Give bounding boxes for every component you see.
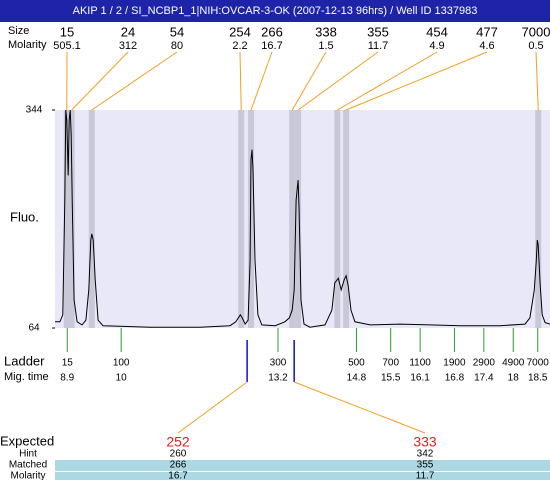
expected-label: Expected <box>0 433 54 448</box>
peak-molarity: 0.5 <box>528 40 543 52</box>
ladder-time: 16.1 <box>410 373 430 384</box>
exp-molarity-label: Molarity <box>10 471 45 480</box>
window-title: AKIP 1 / 2 / SI_NCBP1_1|NIH:OVCAR-3-OK (… <box>73 5 478 17</box>
matched-row-bg <box>55 460 550 471</box>
peak-molarity: 2.2 <box>232 40 247 52</box>
ladder-time: 16.8 <box>445 373 465 384</box>
matched-value: 355 <box>417 460 434 471</box>
ladder-size: 100 <box>113 358 130 369</box>
ladder-size: 15 <box>62 358 74 369</box>
peak-band <box>248 110 255 328</box>
molarity-row-bg <box>55 472 550 480</box>
peak-size: 24 <box>121 24 135 39</box>
peak-molarity: 16.7 <box>261 40 282 52</box>
expected-leader <box>293 381 426 434</box>
peak-leader <box>71 51 129 111</box>
ladder-size: 7000 <box>527 358 550 369</box>
peak-size: 54 <box>170 24 184 39</box>
peak-size: 477 <box>476 24 498 39</box>
peak-band <box>535 110 542 328</box>
hint-value: 260 <box>170 449 187 460</box>
ladder-size: 4900 <box>502 358 525 369</box>
peak-leader <box>291 51 327 111</box>
hint-value: 342 <box>417 449 434 460</box>
peak-size: 254 <box>229 24 251 39</box>
size-row-label: Size <box>8 25 29 37</box>
peak-band <box>295 110 302 328</box>
peak-band <box>88 110 95 328</box>
peak-molarity: 1.5 <box>318 40 333 52</box>
title-bar <box>0 0 550 22</box>
ladder-size: 700 <box>382 358 399 369</box>
peak-leader <box>91 51 178 111</box>
peak-size: 355 <box>367 24 389 39</box>
peak-leader <box>239 51 242 111</box>
ladder-size: 1100 <box>409 358 431 369</box>
ladder-size: 500 <box>348 358 365 369</box>
y-tick-label: 64 <box>28 323 40 334</box>
peak-molarity: 505.1 <box>53 40 81 52</box>
y-axis-label: Fluo. <box>10 209 39 224</box>
peak-size: 454 <box>426 24 448 39</box>
peak-molarity: 4.6 <box>479 40 494 52</box>
peak-molarity: 11.7 <box>368 40 389 52</box>
ladder-size: 1900 <box>443 358 466 369</box>
mig-time-label: Mig. time <box>4 371 49 383</box>
hint-label: Hint <box>19 449 37 460</box>
peak-band <box>334 110 341 328</box>
ladder-time: 18 <box>508 373 520 384</box>
peak-leader <box>337 51 438 111</box>
expected-size: 252 <box>166 434 190 450</box>
peak-molarity: 80 <box>171 40 183 52</box>
molarity-value: 11.7 <box>416 471 435 480</box>
peak-band <box>68 110 75 328</box>
peak-size: 338 <box>315 24 337 39</box>
ladder-time: 14.8 <box>347 373 367 384</box>
peak-leader <box>535 51 539 111</box>
molarity-value: 16.7 <box>168 471 188 480</box>
expected-leader <box>177 381 248 434</box>
peak-size: 7000 <box>522 24 550 39</box>
peak-molarity: 312 <box>119 40 137 52</box>
ladder-time: 18.5 <box>528 373 548 384</box>
ladder-time: 8.9 <box>60 373 74 384</box>
ladder-time: 17.4 <box>474 373 494 384</box>
molarity-row-label: Molarity <box>8 39 47 51</box>
peak-leader <box>250 51 273 111</box>
peak-molarity: 4.9 <box>429 40 444 52</box>
y-tick-label: 344 <box>26 105 43 116</box>
matched-label: Matched <box>9 460 47 471</box>
ladder-time: 13.2 <box>268 373 288 384</box>
plot-area <box>55 110 550 328</box>
peak-band <box>289 110 296 328</box>
matched-value: 266 <box>170 460 187 471</box>
peak-size: 266 <box>261 24 283 39</box>
ladder-time: 10 <box>116 373 128 384</box>
ladder-size: 2900 <box>473 358 496 369</box>
expected-size: 333 <box>413 434 437 450</box>
peak-band <box>343 110 350 328</box>
ladder-size: 300 <box>270 358 287 369</box>
ladder-time: 15.5 <box>381 373 401 384</box>
peak-leader <box>345 51 488 111</box>
ladder-label: Ladder <box>4 353 45 368</box>
peak-size: 15 <box>60 24 74 39</box>
peak-band <box>63 110 70 328</box>
peak-leader <box>297 51 379 111</box>
peak-band <box>238 110 245 328</box>
trace-line <box>55 109 550 328</box>
